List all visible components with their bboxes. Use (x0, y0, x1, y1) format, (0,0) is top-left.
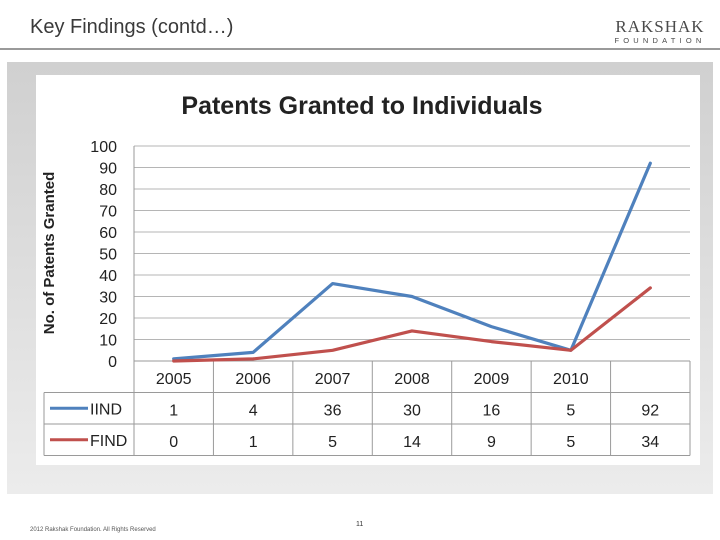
data-value: 5 (566, 403, 575, 420)
y-tick-label: 90 (99, 161, 117, 178)
y-tick-label: 100 (90, 139, 117, 156)
y-tick-label: 0 (108, 354, 117, 371)
x-tick-label: 2010 (553, 371, 589, 388)
series-lines (172, 161, 652, 363)
x-tick-label: 2006 (235, 371, 271, 388)
data-table (43, 360, 691, 456)
data-value: 5 (566, 434, 575, 451)
y-tick-label: 40 (99, 268, 117, 285)
data-value: 0 (169, 434, 178, 451)
data-value: 30 (403, 403, 421, 420)
x-tick-label: 2005 (156, 371, 192, 388)
chart-panel (36, 75, 700, 465)
series-line-find (172, 286, 652, 363)
y-tick-label: 50 (99, 247, 117, 264)
y-tick-label: 30 (99, 290, 117, 307)
data-value: 36 (324, 403, 342, 420)
chart-title: Patents Granted to Individuals (181, 92, 542, 120)
x-tick-label: 2008 (394, 371, 430, 388)
x-tick-label: 2009 (474, 371, 510, 388)
data-value: 34 (641, 434, 659, 451)
legend-label: FIND (90, 433, 127, 450)
data-value: 4 (249, 403, 258, 420)
page-number: 11 (356, 521, 364, 528)
data-value: 5 (328, 434, 337, 451)
copyright-footer: 2012 Rakshak Foundation. All Rights Rese… (30, 527, 156, 533)
slide-title: Key Findings (contd…) (30, 16, 234, 38)
title-divider (0, 48, 720, 50)
data-value: 92 (641, 403, 659, 420)
logo-subtitle: FOUNDATION (614, 36, 706, 45)
x-tick-label: 2007 (315, 371, 351, 388)
y-tick-label: 80 (99, 182, 117, 199)
y-tick-label: 20 (99, 311, 117, 328)
data-value: 9 (487, 434, 496, 451)
y-axis-label: No. of Patents Granted (41, 172, 58, 335)
y-tick-label: 60 (99, 225, 117, 242)
y-tick-label: 70 (99, 204, 117, 221)
data-value: 16 (483, 403, 501, 420)
rakshak-logo: RAKSHAK FOUNDATION (612, 17, 708, 46)
y-tick-label: 10 (99, 333, 117, 350)
data-value: 1 (169, 403, 178, 420)
data-value: 14 (403, 434, 421, 451)
logo-wordmark: RAKSHAK (615, 17, 705, 36)
legend-label: IIND (90, 402, 122, 419)
data-value: 1 (249, 434, 258, 451)
grid (133, 145, 690, 362)
